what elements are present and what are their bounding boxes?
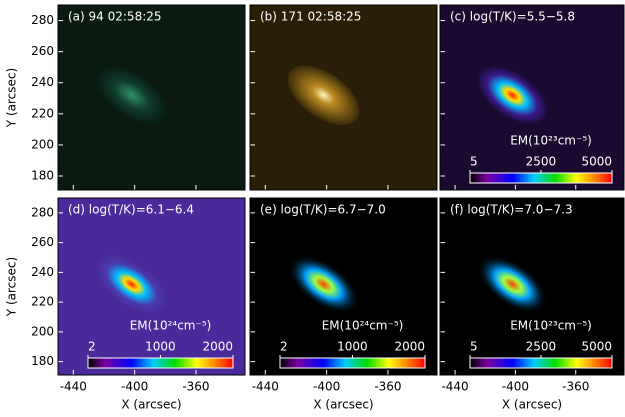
colorbar-tick-label: 1000 bbox=[337, 340, 368, 354]
x-tick-label: -440 bbox=[441, 380, 468, 394]
y-tick-label: 240 bbox=[31, 265, 54, 279]
colorbar bbox=[470, 358, 612, 368]
panel-title: (c) log(T/K)=5.5−5.8 bbox=[450, 10, 575, 24]
panel-title: (f) log(T/K)=7.0−7.3 bbox=[450, 203, 573, 217]
colorbar-label: EM(10²⁴cm⁻⁵) bbox=[322, 319, 404, 333]
figure: (a) 94 02:58:25 180 200 220 240 260 280 Y (arcs… bbox=[0, 0, 625, 417]
y-tick-label: 220 bbox=[31, 106, 54, 120]
panel-title: (a) 94 02:58:25 bbox=[68, 10, 162, 24]
colorbar-label: EM(10²⁴cm⁻⁵) bbox=[130, 319, 212, 333]
y-tick-label: 180 bbox=[31, 169, 54, 183]
y-tick-label: 200 bbox=[31, 324, 54, 338]
x-tick-label: -360 bbox=[374, 380, 401, 394]
x-axis-label: X (arcsec) bbox=[121, 398, 181, 412]
colorbar-tick-label: 5000 bbox=[581, 155, 612, 169]
y-tick-label: 240 bbox=[31, 75, 54, 89]
colorbar-tick-label: 2500 bbox=[526, 155, 557, 169]
panel-title: (d) log(T/K)=6.1−6.4 bbox=[68, 203, 194, 217]
y-tick-label: 220 bbox=[31, 295, 54, 309]
colorbar-tick-label: 2 bbox=[280, 340, 288, 354]
y-tick-label: 280 bbox=[31, 13, 54, 27]
panel-title: (b) 171 02:58:25 bbox=[260, 10, 361, 24]
y-tick-label: 280 bbox=[31, 205, 54, 219]
y-axis-label: Y (arcsec) bbox=[5, 68, 19, 128]
y-tick-label: 260 bbox=[31, 44, 54, 58]
colorbar-tick-label: 2500 bbox=[526, 340, 557, 354]
colorbar-tick-label: 1000 bbox=[145, 340, 176, 354]
x-tick-label: -400 bbox=[121, 380, 148, 394]
x-axis-label: X (arcsec) bbox=[313, 398, 373, 412]
y-axis-label: Y (arcsec) bbox=[5, 257, 19, 317]
colorbar bbox=[280, 358, 425, 368]
x-tick-label: -440 bbox=[60, 380, 87, 394]
x-tick-label: -360 bbox=[562, 380, 589, 394]
y-tick-label: 260 bbox=[31, 235, 54, 249]
colorbar bbox=[470, 173, 612, 183]
x-axis-label: X (arcsec) bbox=[502, 398, 562, 412]
panel-title: (e) log(T/K)=6.7−7.0 bbox=[260, 203, 386, 217]
colorbar-tick-label: 2 bbox=[88, 340, 96, 354]
colorbar-tick-label: 5 bbox=[470, 340, 478, 354]
colorbar-tick-label: 5000 bbox=[581, 340, 612, 354]
colorbar-tick-label: 5 bbox=[470, 155, 478, 169]
x-tick-label: -400 bbox=[313, 380, 340, 394]
y-tick-label: 200 bbox=[31, 137, 54, 151]
colorbar-label: EM(10²³cm⁻⁵) bbox=[510, 134, 592, 148]
colorbar-tick-label: 2000 bbox=[394, 340, 425, 354]
x-tick-label: -360 bbox=[182, 380, 209, 394]
x-tick-label: -440 bbox=[252, 380, 279, 394]
x-tick-label: -400 bbox=[502, 380, 529, 394]
colorbar-tick-label: 2000 bbox=[202, 340, 233, 354]
colorbar bbox=[88, 358, 233, 368]
colorbar-label: EM(10²³cm⁻⁵) bbox=[510, 319, 592, 333]
y-tick-label: 180 bbox=[31, 354, 54, 368]
